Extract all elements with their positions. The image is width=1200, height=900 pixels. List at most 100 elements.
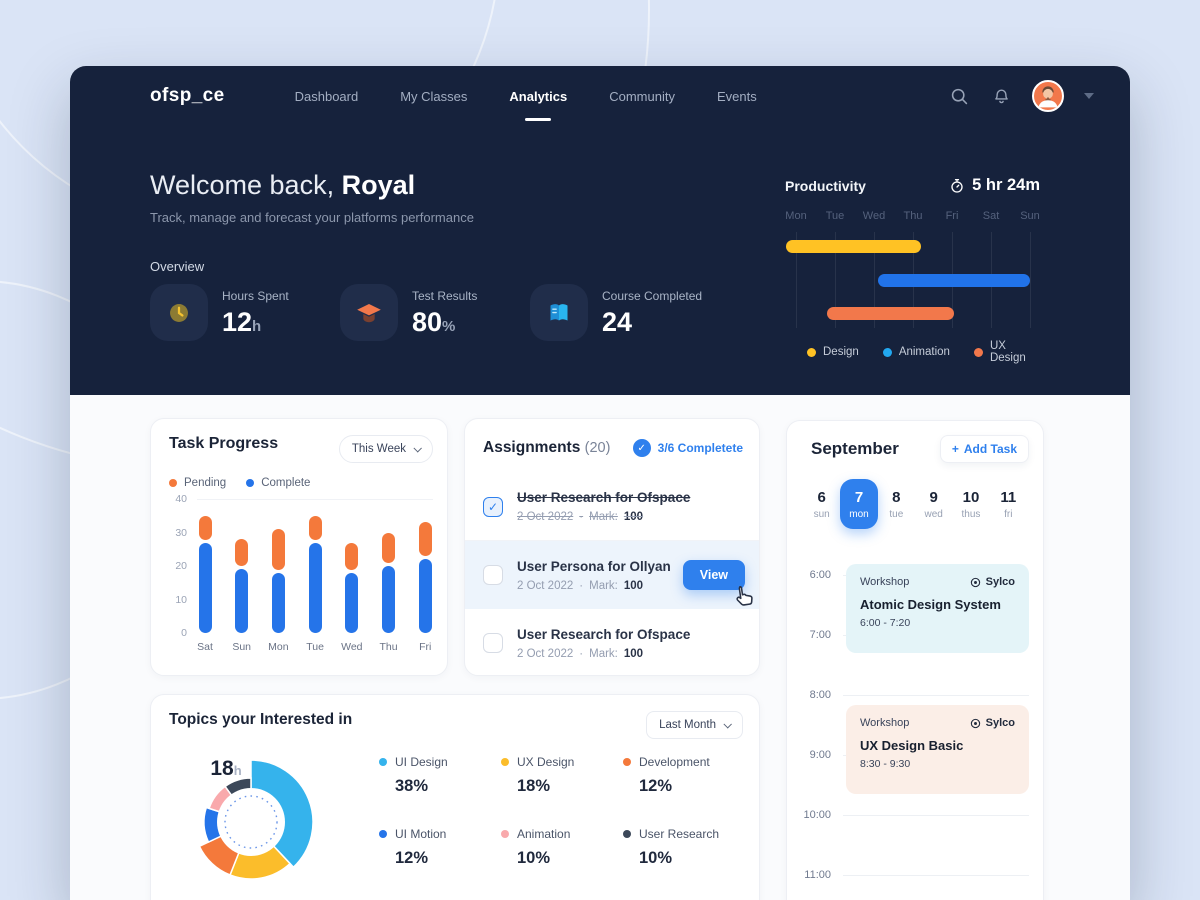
legend-item: Pending <box>169 477 226 489</box>
assignment-meta: 2 Oct 2022 · Mark: 100 <box>517 511 644 523</box>
nav-item-events[interactable]: Events <box>716 88 757 104</box>
event-location: Sylco <box>970 717 1015 729</box>
calendar-day-9[interactable]: 9 wed <box>924 488 943 520</box>
legend-dot <box>623 830 631 838</box>
y-axis-tick: 40 <box>175 493 187 505</box>
legend-dot <box>623 758 631 766</box>
assignment-row-highlighted[interactable]: User Persona for Ollyan 2 Oct 2022 · Mark… <box>465 541 759 609</box>
nav-item-label: Analytics <box>509 88 568 104</box>
user-avatar[interactable] <box>1032 80 1064 112</box>
stat-value: 12h <box>222 307 262 337</box>
view-button[interactable]: View <box>682 560 745 590</box>
assignment-meta: 2 Oct 2022 · Mark: 100 <box>517 647 644 660</box>
topics-card: Topics your Interested in Last Month 18h… <box>150 694 760 900</box>
stat-hours-spent: Hours Spent 12h <box>150 284 289 341</box>
stat-label: Course Completed <box>602 289 703 303</box>
nav-item-analytics[interactable]: Analytics <box>509 66 567 126</box>
gantt-bar-ux-design <box>827 307 954 320</box>
legend-dot <box>501 758 509 766</box>
assignment-checkbox[interactable] <box>483 565 503 585</box>
assignment-row[interactable]: ✓ User Research for Ofspace 2 Oct 2022 · … <box>465 473 759 541</box>
assignment-row[interactable]: User Research for Ofspace 2 Oct 2022 · Ma… <box>465 609 759 677</box>
nav-item-dashboard[interactable]: Dashboard <box>294 88 359 104</box>
calendar-day-11[interactable]: 11 fri <box>1000 488 1017 520</box>
gantt-day-label: Mon <box>785 210 807 222</box>
calendar-card: September + Add Task 6 sun 7 mon 8 tue 9 wed… <box>786 420 1044 900</box>
topics-filter-dropdown[interactable]: Last Month <box>646 711 743 739</box>
x-axis-label: Tue <box>306 641 324 653</box>
bar-complete <box>382 566 395 633</box>
bar-pending <box>308 515 322 540</box>
legend-item: Animation 10% <box>501 827 623 899</box>
nav-item-my-classes[interactable]: My Classes <box>400 88 468 104</box>
bar-pending <box>198 515 212 540</box>
calendar-event-ux-design-basic[interactable]: Workshop Sylco UX Design Basic 8:30 - 9:… <box>846 705 1029 794</box>
stat-test-results: Test Results 80% <box>340 284 477 341</box>
event-time: 8:30 - 9:30 <box>860 758 911 770</box>
welcome-name: Royal <box>341 170 416 200</box>
calendar-month-title: September <box>811 439 899 458</box>
calendar-day-7-selected[interactable]: 7 mon <box>840 479 878 529</box>
gantt-gridline <box>835 232 836 328</box>
assignment-checkbox[interactable] <box>483 633 503 653</box>
y-axis-tick: 0 <box>181 627 187 639</box>
legend-dot <box>973 347 983 357</box>
gantt-day-label: Sat <box>982 210 1000 222</box>
nav-item-community[interactable]: Community <box>609 88 675 104</box>
stat-value: 24 <box>602 307 633 337</box>
legend-dot <box>501 830 509 838</box>
bar-complete <box>345 572 359 633</box>
search-icon[interactable] <box>948 85 970 107</box>
gantt-gridline <box>1030 232 1031 328</box>
task-progress-title: Task Progress <box>169 435 279 452</box>
chevron-down-icon <box>723 720 732 729</box>
x-axis-label: Thu <box>379 641 398 653</box>
legend-dot <box>807 347 816 357</box>
gantt-day-label: Sun <box>1020 210 1040 222</box>
gantt-bar-animation <box>877 273 1030 287</box>
task-progress-chart: 0 10 20 30 40 Sat Sun Mon Tue Wed Thu Fri <box>151 493 447 665</box>
assignment-meta: 2 Oct 2022 · Mark: 100 <box>517 579 644 592</box>
stopwatch-icon <box>951 178 963 193</box>
welcome-subtitle: Track, manage and forecast your platform… <box>150 210 474 225</box>
bar-pending <box>418 522 432 557</box>
legend-item: UI Motion 12% <box>379 827 501 899</box>
task-progress-card: Task Progress This Week Pending Complete… <box>150 418 448 676</box>
notifications-bell-icon[interactable] <box>990 85 1012 107</box>
calendar-event-atomic-design[interactable]: Workshop Sylco Atomic Design System 6:00… <box>846 564 1029 653</box>
event-time: 6:00 - 7:20 <box>860 617 911 629</box>
graduation-cap-icon <box>340 284 398 341</box>
gridline <box>197 499 433 500</box>
avatar-dropdown-caret[interactable] <box>1084 93 1094 99</box>
bar-pending <box>271 529 285 570</box>
add-task-button[interactable]: + Add Task <box>939 435 1029 463</box>
stat-label: Hours Spent <box>222 289 289 303</box>
stat-course-completed: Course Completed 24 <box>530 284 702 341</box>
stat-value: 80% <box>412 307 456 337</box>
calendar-day-6[interactable]: 6 sun <box>813 488 830 520</box>
stat-label: Test Results <box>412 289 478 303</box>
assignments-count: (20) <box>584 440 611 456</box>
assignment-title: User Research for Ofspace <box>517 626 691 642</box>
schedule-row: 8:00 <box>795 689 1029 701</box>
app-window: ofsp_ce Dashboard My Classes Analytics C… <box>70 66 1130 900</box>
task-progress-filter-dropdown[interactable]: This Week <box>338 435 433 463</box>
x-axis-label: Mon <box>268 641 289 653</box>
check-circle-icon: ✓ <box>632 439 651 457</box>
event-tag: Workshop <box>860 576 910 588</box>
legend-dot <box>246 479 255 487</box>
event-tag: Workshop <box>860 717 910 729</box>
calendar-day-10[interactable]: 10 thus <box>961 488 981 520</box>
book-icon <box>530 284 588 341</box>
welcome-heading: Welcome back, Royal <box>150 170 415 201</box>
topics-donut-chart <box>176 747 326 897</box>
hero-section: Welcome back, Royal Track, manage and fo… <box>70 126 1130 395</box>
navbar: ofsp_ce Dashboard My Classes Analytics C… <box>70 66 1130 126</box>
bar-pending <box>235 539 249 567</box>
assignment-checkbox-checked[interactable]: ✓ <box>483 496 503 517</box>
welcome-prefix: Welcome back, <box>150 170 335 200</box>
calendar-day-8[interactable]: 8 tue <box>889 488 904 520</box>
assignments-card: Assignments (20) ✓ 3/6 Completete ✓ User… <box>464 418 760 676</box>
legend-item: Development 12% <box>623 755 753 827</box>
donut-center-label: 18h <box>210 757 242 780</box>
